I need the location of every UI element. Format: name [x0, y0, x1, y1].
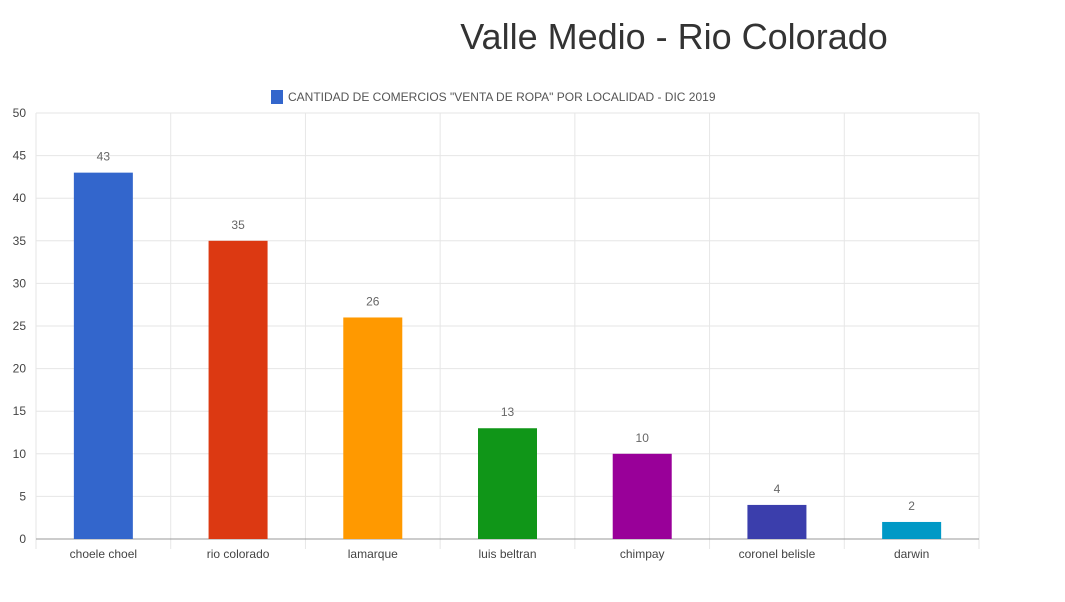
y-axis: 0 5 10 15 20 25 30 35 40 45 50 [13, 106, 27, 546]
data-label: 13 [501, 405, 515, 419]
legend-swatch [271, 90, 283, 104]
chart-gridlines [35, 112, 980, 549]
bar-luis-beltran[interactable] [478, 428, 537, 539]
bar-rio-colorado[interactable] [208, 240, 268, 540]
y-tick-label: 5 [19, 489, 26, 503]
x-axis: choele choel rio colorado lamarque luis bel… [70, 547, 930, 561]
x-tick-label: darwin [894, 547, 929, 561]
y-tick-label: 35 [13, 234, 27, 248]
bar-lamarque[interactable] [343, 317, 403, 539]
y-tick-label: 45 [13, 149, 27, 163]
y-tick-label: 15 [13, 404, 27, 418]
y-tick-label: 20 [13, 362, 27, 376]
x-tick-label: chimpay [620, 547, 665, 561]
bar-choele-choel[interactable] [73, 172, 133, 539]
y-tick-label: 30 [13, 276, 27, 290]
y-tick-label: 50 [13, 106, 27, 120]
bar-coronel-belisle[interactable] [747, 504, 807, 539]
data-label: 2 [908, 499, 915, 513]
x-tick-label: lamarque [348, 547, 398, 561]
x-tick-label: luis beltran [478, 547, 536, 561]
x-tick-label: rio colorado [207, 547, 270, 561]
bar-chimpay[interactable] [612, 453, 672, 539]
data-labels: 43 35 26 13 10 4 2 [97, 150, 916, 513]
y-tick-label: 40 [13, 191, 27, 205]
y-tick-label: 10 [13, 447, 27, 461]
x-tick-label: coronel belisle [739, 547, 816, 561]
data-label: 4 [774, 482, 781, 496]
data-label: 35 [231, 218, 245, 232]
page-title: Valle Medio - Rio Colorado [460, 16, 888, 57]
y-tick-label: 0 [19, 532, 26, 546]
data-label: 43 [97, 150, 111, 164]
data-label: 10 [636, 431, 650, 445]
data-label: 26 [366, 294, 380, 308]
legend-label: CANTIDAD DE COMERCIOS "VENTA DE ROPA" PO… [288, 90, 716, 104]
chart-legend: CANTIDAD DE COMERCIOS "VENTA DE ROPA" PO… [271, 90, 716, 104]
y-tick-label: 25 [13, 319, 27, 333]
bar-darwin[interactable] [882, 521, 942, 539]
chart-bars [73, 172, 942, 540]
x-tick-label: choele choel [70, 547, 137, 561]
